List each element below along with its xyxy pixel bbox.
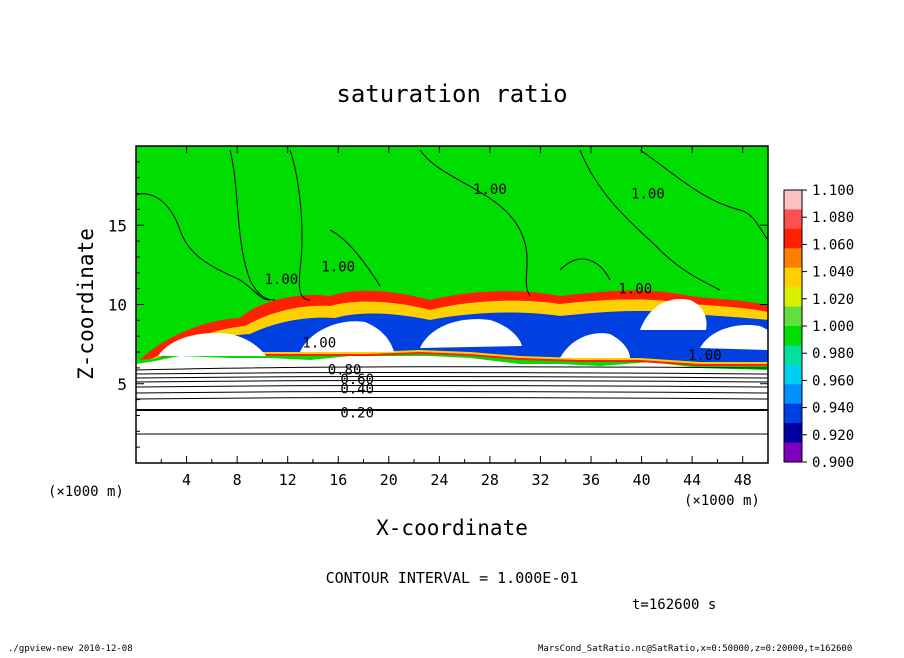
contour-label: 1.00 [631,187,665,203]
colorbar-label: 1.080 [812,210,854,226]
x-tick-label: 40 [633,471,651,489]
contour-label: 1.00 [688,348,722,364]
contour-label: 1.00 [618,282,652,298]
cloud-core-5 [640,299,707,330]
contour-label: 0.60 [340,372,374,388]
time-label: t=162600 s [632,597,716,613]
x-tick-label: 24 [430,471,448,489]
contour-label: 1.00 [265,272,299,288]
colorbar-segment [784,287,802,308]
colorbar-segment [784,209,802,230]
colorbar-label: 1.020 [812,292,854,308]
colorbar-label: 0.980 [812,346,854,362]
colorbar-segment [784,345,802,366]
x-tick-label: 28 [481,471,499,489]
y-unit-label: (×1000 m) [48,484,124,500]
colorbar-segment [784,403,802,424]
colorbar-segment [784,267,802,288]
chart-title: saturation ratio [336,80,567,108]
cloud-core-4 [560,333,630,358]
colorbar-label: 1.040 [812,265,854,281]
colorbar-segment [784,364,802,385]
colorbar-segment [784,442,802,463]
y-tick-label: 10 [108,296,127,315]
contour-label: 0.20 [340,405,374,421]
colorbar: 1.100 1.080 1.060 1.040 1.020 1.000 0.980 0.960… [783,183,854,471]
colorbar-segment [784,384,802,405]
x-tick-label: 16 [329,471,347,489]
x-tick-label: 12 [279,471,297,489]
colorbar-label: 1.060 [812,237,854,253]
x-axis-ticks: 4 8 12 16 20 24 28 32 36 40 44 48 [160,146,752,489]
cloud-core-1 [158,332,266,356]
colorbar-label: 0.900 [812,455,854,471]
colorbar-segment [784,326,802,346]
x-axis-label: X-coordinate [376,516,528,540]
colorbar-segment [784,190,802,210]
x-tick-label: 32 [531,471,549,489]
x-tick-label: 20 [380,471,398,489]
cloud-core-3 [420,319,522,348]
contour-label: 1.00 [473,182,507,198]
cloud-core-2 [300,321,394,352]
contour-label: 1.00 [321,259,355,275]
contour-interval-label: CONTOUR INTERVAL = 1.000E-01 [326,569,579,587]
footer-right: MarsCond_SatRatio.nc@SatRatio,x=0:50000,… [538,644,852,654]
contour-label: 0.80 [328,362,362,378]
x-tick-label: 8 [233,471,242,489]
y-axis-label: Z-coordinate [74,228,98,380]
y-tick-label: 5 [117,375,127,394]
y-tick-label: 15 [108,216,127,235]
cloud-core-6 [700,324,768,350]
x-unit-label: (×1000 m) [684,493,760,509]
contour-labels: 1.00 1.00 1.00 1.00 1.00 1.00 1.00 0.800.600.40… [265,182,722,421]
colorbar-label: 1.000 [812,319,854,335]
colorbar-segment [784,228,802,249]
x-tick-label: 4 [182,471,191,489]
footer-left: ./gpview-new 2010-12-08 [8,644,133,654]
colorbar-label: 0.960 [812,373,854,389]
colorbar-segment [784,423,802,444]
x-tick-label: 36 [582,471,600,489]
x-tick-label: 48 [734,471,752,489]
contour-label: 1.00 [302,336,336,352]
colorbar-segment [784,306,802,327]
contour-lines-upper [136,149,768,301]
contour-lines-lower [136,366,768,435]
colorbar-label: 1.100 [812,183,854,199]
plot-field: 1.00 1.00 1.00 1.00 1.00 1.00 1.00 0.800.600.40… [136,146,768,463]
y-axis-ticks: 5 10 15 [108,161,768,448]
colorbar-label: 0.940 [812,401,854,417]
x-tick-label: 44 [683,471,701,489]
contour-label: 0.40 [340,382,374,398]
colorbar-label: 0.920 [812,428,854,444]
colorbar-segment [784,248,802,269]
